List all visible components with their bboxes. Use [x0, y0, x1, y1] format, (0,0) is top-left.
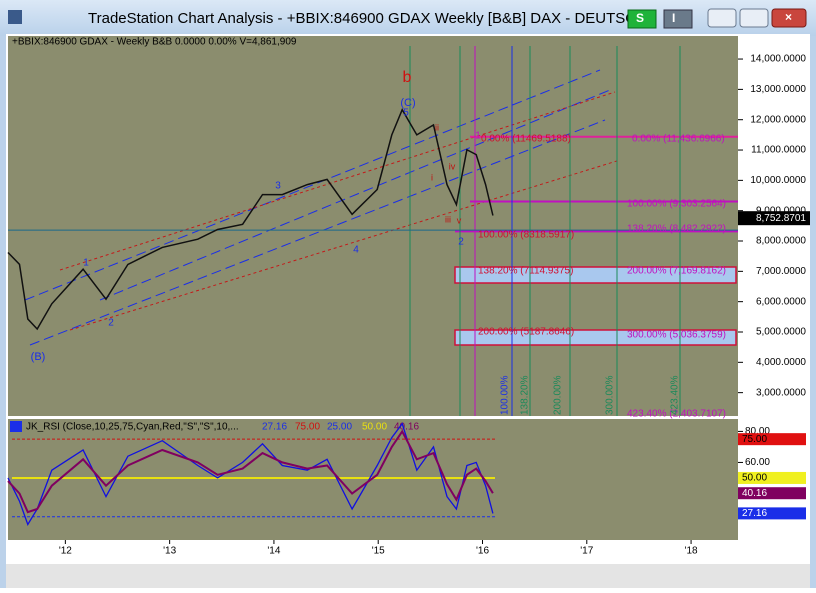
window-title: TradeStation Chart Analysis - +BBIX:8469…	[88, 10, 647, 27]
channel	[29, 119, 606, 346]
channel	[99, 89, 611, 301]
y-tick-label: 5,000.0000	[756, 327, 806, 338]
wave-label: 2	[458, 237, 464, 248]
y-tick-label: 14,000.0000	[750, 54, 806, 65]
time-fib-label: 423.40%	[670, 375, 681, 415]
y-tick-label: 12,000.0000	[750, 114, 806, 125]
wave-label: 1	[83, 258, 89, 269]
channel	[24, 69, 601, 301]
rsi-header-value: 50.00	[362, 422, 387, 433]
channel-lines	[24, 69, 621, 346]
app-icon	[8, 10, 22, 24]
y-tick-label: 8,000.0000	[756, 236, 806, 247]
y-tick-label: 4,000.0000	[756, 357, 806, 368]
fib-label: 100.00% (8318.5917)	[478, 230, 574, 241]
x-tick-label: '18	[685, 546, 698, 557]
y-tick-label: 7,000.0000	[756, 266, 806, 277]
time-fib-label: 138.20%	[520, 375, 531, 415]
y-tick-label: 9,000.0000	[756, 205, 806, 216]
fib-label: 100.00% (9,303.2564)	[627, 199, 726, 210]
value-box-label: 50.00	[742, 473, 767, 484]
status-bar	[6, 564, 810, 588]
wave-label: b	[403, 69, 412, 86]
time-fib-label: 300.00%	[605, 375, 616, 415]
fib-label: 423.40% (2,403.7107)	[627, 409, 726, 420]
wave-label: ii	[435, 122, 439, 132]
s-button-label[interactable]: S	[636, 11, 644, 25]
series-line	[7, 429, 494, 514]
rsi-header-value: 25.00	[327, 422, 352, 433]
x-tick-label: '14	[267, 546, 280, 557]
rsi-header: JK_RSI (Close,10,25,75,Cyan,Red,"S","S",…	[26, 422, 239, 433]
rsi-header-value: 75.00	[295, 422, 320, 433]
x-tick-label: '17	[580, 546, 593, 557]
value-box-label: 27.16	[742, 508, 767, 519]
x-tick-label: '16	[476, 546, 489, 557]
last-price-box	[738, 211, 810, 226]
series-line	[7, 108, 494, 331]
fib-label: 200.00% (7,169.8162)	[627, 266, 726, 277]
fib-label: 200.00% (5187.8646)	[478, 327, 574, 338]
value-box	[738, 433, 806, 446]
value-box	[738, 507, 806, 520]
close-x: ×	[785, 10, 792, 24]
i-button-label[interactable]: I	[672, 11, 675, 25]
fib-zone	[454, 266, 737, 284]
y-tick-label: 3,000.0000	[756, 387, 806, 398]
rsi-pane	[8, 419, 738, 540]
value-box	[738, 487, 806, 500]
fib-label: 138.20% (8,482.2922)	[627, 224, 726, 235]
fib-zone	[454, 329, 737, 346]
series-line	[7, 422, 494, 527]
wave-label: 5	[403, 108, 409, 119]
y-tick-label: 13,000.0000	[750, 84, 806, 95]
wave-label: 2	[108, 318, 114, 329]
value-box	[738, 471, 806, 484]
wave-label: 4	[353, 245, 359, 256]
time-fib-label: 200.00%	[553, 375, 564, 415]
chart-header: +BBIX:846900 GDAX - Weekly B&B 0.0000 0.…	[12, 37, 297, 48]
wave-label: iii	[445, 214, 451, 224]
value-box-label: 75.00	[742, 434, 767, 445]
y-tick-label: 6,000.0000	[756, 296, 806, 307]
channel	[59, 91, 616, 271]
fib-label: 138.20% (7114.9375)	[478, 266, 573, 277]
close[interactable]	[771, 8, 807, 28]
wave-label: v	[457, 215, 462, 225]
s-button[interactable]	[627, 9, 657, 29]
wave-label: 3	[275, 181, 281, 192]
rsi-icon	[10, 421, 22, 432]
rsi-header-value: 40.16	[394, 422, 419, 433]
price-pane	[8, 36, 738, 416]
wave-label: i	[431, 172, 433, 182]
fib-label: 0.00% (11,436.6966)	[632, 134, 725, 145]
y-tick-label: 80.00	[745, 426, 770, 437]
y-tick-label: 10,000.0000	[750, 175, 806, 186]
maximize[interactable]	[739, 8, 769, 28]
i-button[interactable]	[663, 9, 693, 29]
wave-label: iv	[449, 161, 456, 171]
fib-label: 0.00% (11469.5188)	[481, 134, 571, 145]
wave-label: 1	[475, 131, 481, 142]
x-tick-label: '12	[59, 546, 72, 557]
fib-label: 300.00% (5,036.3759)	[627, 330, 726, 341]
minimize[interactable]	[707, 8, 737, 28]
time-fib-label: 100.00%	[500, 375, 511, 415]
y-tick-label: 11,000.0000	[751, 145, 806, 156]
x-tick-label: '15	[372, 546, 385, 557]
last-price-label: 8,752.8701	[756, 213, 806, 224]
wave-label: (B)	[31, 351, 46, 363]
rsi-header-value: 27.16	[262, 422, 287, 433]
value-box-label: 40.16	[742, 488, 767, 499]
x-tick-label: '13	[163, 546, 176, 557]
wave-label: (C)	[400, 97, 415, 109]
y-tick-label: 60.00	[745, 457, 770, 468]
